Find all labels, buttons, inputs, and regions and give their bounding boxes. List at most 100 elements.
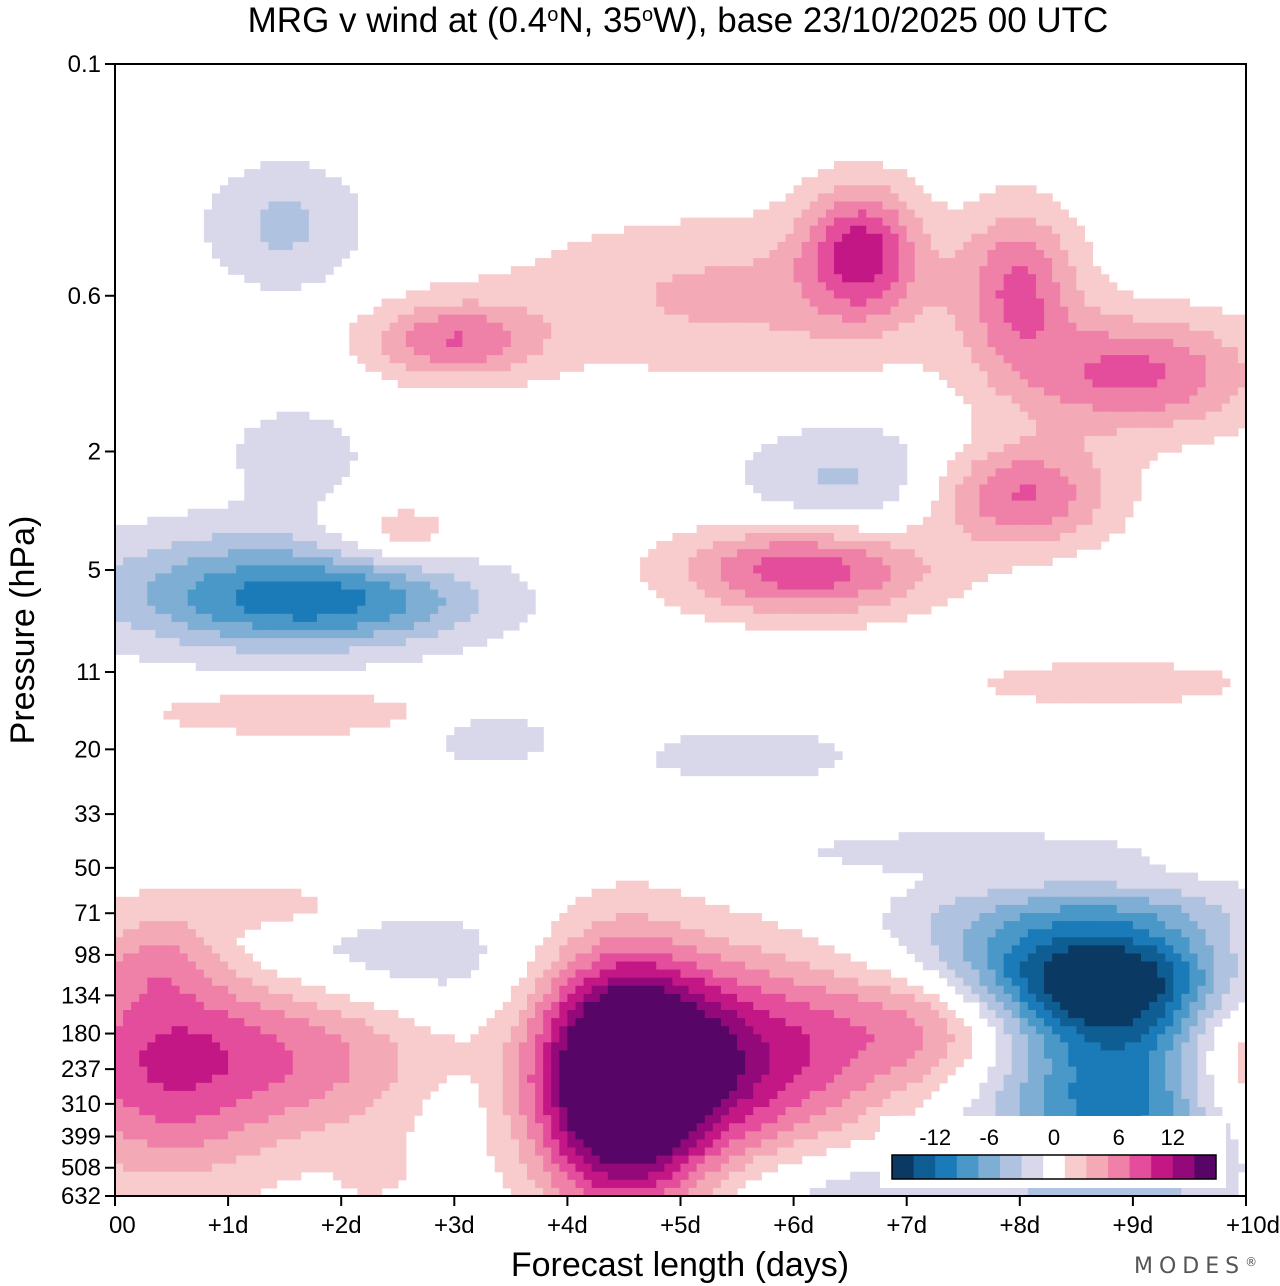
contour-cell: [438, 573, 447, 583]
contour-cell: [527, 1066, 536, 1076]
contour-cell: [430, 921, 439, 930]
contour-cell: [276, 508, 286, 518]
contour-cell: [648, 347, 657, 356]
contour-cell: [260, 1139, 270, 1149]
contour-cell: [316, 605, 326, 615]
contour-cell: [397, 921, 407, 930]
contour-cell: [228, 977, 237, 987]
contour-cell: [373, 1107, 383, 1116]
contour-cell: [228, 549, 237, 558]
contour-cell: [381, 1026, 391, 1035]
contour-cell: [333, 177, 342, 186]
contour-cell: [737, 1139, 746, 1149]
contour-cell: [745, 1098, 754, 1108]
contour-cell: [502, 1123, 512, 1132]
contour-cell: [268, 557, 278, 566]
contour-cell: [664, 953, 674, 963]
contour-cell: [260, 549, 270, 558]
contour-cell: [632, 1050, 641, 1060]
contour-cell: [656, 929, 665, 938]
contour-cell: [761, 945, 770, 955]
contour-cell: [244, 710, 253, 720]
contour-cell: [252, 888, 262, 898]
contour-cell: [672, 274, 682, 283]
contour-cell: [316, 557, 326, 566]
contour-cell: [252, 201, 262, 211]
contour-cell: [252, 1018, 262, 1027]
contour-cell: [276, 249, 286, 259]
contour-cell: [623, 1107, 633, 1116]
contour-cell: [745, 1010, 754, 1019]
contour-cell: [139, 1115, 148, 1124]
contour-cell: [696, 1139, 706, 1149]
contour-cell: [220, 896, 229, 906]
contour-cell: [123, 1139, 132, 1149]
contour-cell: [389, 929, 399, 938]
contour-cell: [551, 1187, 560, 1197]
contour-cell: [607, 1163, 617, 1173]
contour-cell: [672, 225, 682, 235]
contour-cell: [720, 1001, 730, 1011]
contour-cell: [252, 444, 262, 453]
contour-cell: [502, 298, 512, 308]
contour-cell: [720, 1034, 730, 1043]
contour-cell: [268, 1107, 278, 1116]
contour-cell: [623, 225, 633, 235]
contour-cell: [575, 953, 585, 963]
contour-cell: [316, 476, 326, 486]
contour-cell: [728, 565, 738, 574]
contour-cell: [252, 1139, 262, 1149]
contour-cell: [147, 638, 156, 647]
contour-cell: [115, 1066, 124, 1076]
contour-cell: [220, 694, 229, 704]
contour-cell: [518, 581, 528, 591]
contour-cell: [203, 1082, 213, 1092]
contour-cell: [502, 1147, 512, 1157]
contour-cell: [446, 565, 455, 574]
contour-cell: [308, 541, 318, 550]
contour-cell: [292, 605, 302, 615]
contour-cell: [696, 282, 706, 291]
contour-cell: [599, 1155, 609, 1165]
contour-cell: [365, 646, 375, 655]
contour-cell: [777, 468, 787, 477]
contour-cell: [680, 1171, 690, 1181]
contour-cell: [753, 452, 762, 461]
contour-cell: [494, 630, 504, 639]
contour-cell: [632, 904, 641, 914]
contour-cell: [252, 1010, 262, 1019]
contour-cell: [494, 581, 504, 591]
contour-cell: [333, 597, 342, 607]
contour-cell: [623, 290, 633, 300]
contour-cell: [211, 1074, 221, 1084]
contour-cell: [656, 1090, 665, 1100]
contour-cell: [413, 581, 423, 591]
contour-cell: [632, 888, 641, 898]
contour-cell: [260, 500, 270, 510]
contour-cell: [357, 1074, 367, 1084]
contour-cell: [720, 225, 730, 235]
contour-cell: [704, 1107, 714, 1116]
contour-cell: [228, 1010, 237, 1019]
contour-cell: [252, 718, 262, 728]
contour-cell: [147, 1001, 156, 1011]
contour-cell: [640, 1115, 649, 1124]
contour-cell: [446, 581, 455, 591]
contour-cell: [623, 266, 633, 275]
contour-cell: [704, 1155, 714, 1165]
contour-cell: [640, 274, 649, 283]
contour-cell: [179, 549, 189, 558]
contour-cell: [720, 217, 730, 227]
contour-cell: [357, 1018, 367, 1027]
contour-cell: [680, 298, 690, 308]
contour-cell: [308, 621, 318, 631]
contour-cell: [470, 621, 480, 631]
contour-cell: [623, 1139, 633, 1149]
contour-cell: [753, 621, 762, 631]
contour-cell: [543, 1001, 552, 1011]
contour-cell: [268, 201, 278, 211]
contour-cell: [696, 1147, 706, 1157]
contour-cell: [753, 249, 762, 259]
contour-cell: [195, 654, 205, 663]
contour-cell: [737, 605, 746, 615]
